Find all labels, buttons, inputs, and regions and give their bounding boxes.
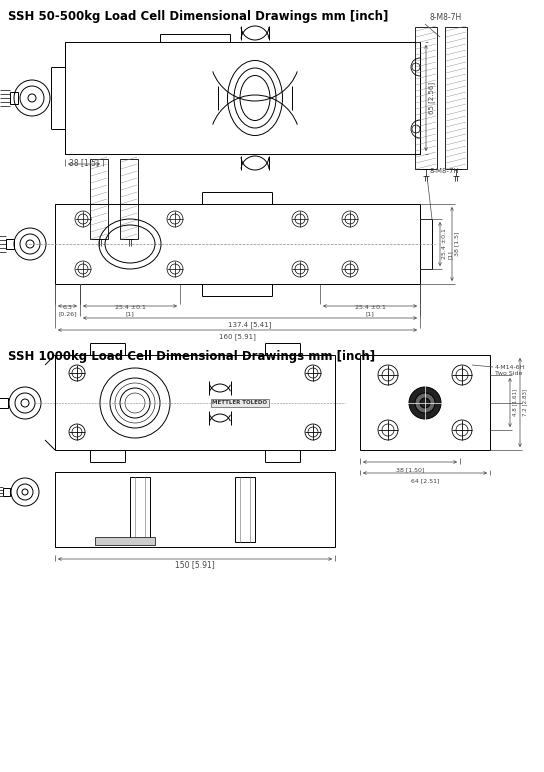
Bar <box>55 204 420 284</box>
Text: 64 [2.51]: 64 [2.51] <box>411 478 439 483</box>
Text: 25.4 ±0.1
[1]: 25.4 ±0.1 [1] <box>355 305 386 316</box>
Bar <box>130 477 150 542</box>
Text: 160 [5.91]: 160 [5.91] <box>219 334 256 340</box>
Circle shape <box>409 387 441 419</box>
Bar <box>445 27 467 169</box>
Text: 38 [1.50]: 38 [1.50] <box>396 467 424 472</box>
Bar <box>65 42 420 154</box>
Bar <box>55 355 335 450</box>
Text: 150 [5.91]: 150 [5.91] <box>175 560 215 569</box>
Text: 4-M14-6H
Two Side: 4-M14-6H Two Side <box>495 365 526 376</box>
Bar <box>160 34 230 42</box>
Text: 25.4 ±0.1
[1]: 25.4 ±0.1 [1] <box>115 305 145 316</box>
Bar <box>235 477 255 542</box>
Bar <box>360 355 490 450</box>
Bar <box>10 92 18 104</box>
Text: METTLER TOLEDO: METTLER TOLEDO <box>213 401 268 405</box>
Bar <box>415 27 437 169</box>
Bar <box>120 159 138 239</box>
Text: 25.4 ±0.1
[1]: 25.4 ±0.1 [1] <box>442 229 453 259</box>
Text: 38 [1.5]: 38 [1.5] <box>69 158 99 167</box>
Bar <box>6 239 14 249</box>
Bar <box>95 537 155 545</box>
Text: 8-M8-7H: 8-M8-7H <box>430 13 462 22</box>
Text: SSH 1000kg Load Cell Dimensional Drawings mm [inch]: SSH 1000kg Load Cell Dimensional Drawing… <box>8 350 375 363</box>
Bar <box>55 472 335 547</box>
Bar <box>90 159 108 239</box>
Text: 65 [2.56]: 65 [2.56] <box>428 82 435 114</box>
Text: 4.8 [1.61]: 4.8 [1.61] <box>512 389 517 416</box>
Bar <box>0 398 8 408</box>
Circle shape <box>420 398 430 408</box>
Text: 7.2 [2.83]: 7.2 [2.83] <box>522 389 527 416</box>
Text: 8-M8-7H: 8-M8-7H <box>430 168 460 174</box>
Text: SSH 50-500kg Load Cell Dimensional Drawings mm [inch]: SSH 50-500kg Load Cell Dimensional Drawi… <box>8 10 388 23</box>
Bar <box>3 488 10 496</box>
Text: 38 [1.5]: 38 [1.5] <box>454 232 459 256</box>
Text: 137.4 [5.41]: 137.4 [5.41] <box>228 321 271 328</box>
Text: 6.3
[0.26]: 6.3 [0.26] <box>58 305 77 316</box>
Circle shape <box>415 393 435 413</box>
